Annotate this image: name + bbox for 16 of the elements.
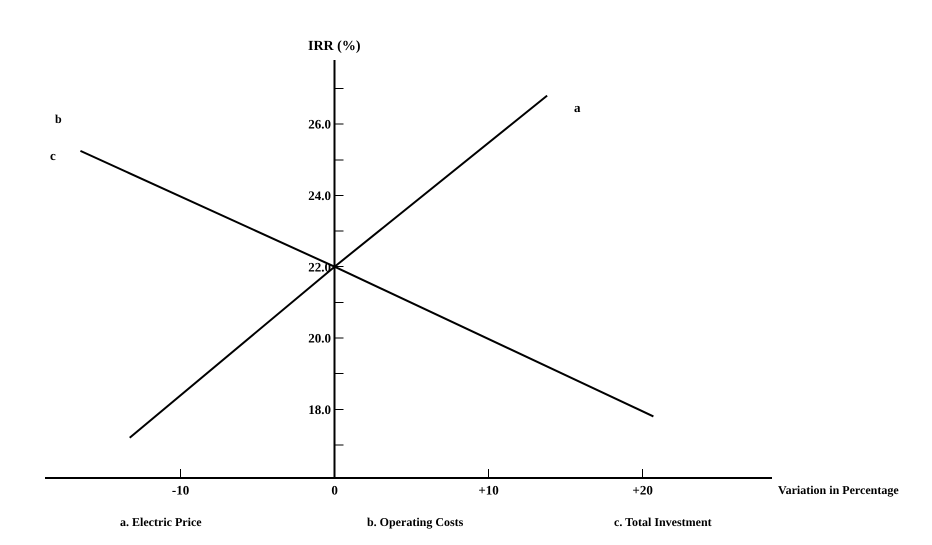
y-tick-label: 26.0 bbox=[308, 116, 331, 132]
x-tick-label: 0 bbox=[331, 482, 338, 498]
text: a bbox=[574, 100, 581, 115]
text: b. Operating Costs bbox=[367, 515, 464, 529]
y-axis-title: IRR (%) bbox=[308, 39, 361, 54]
text: c. Total Investment bbox=[614, 515, 712, 529]
x-tick-label: -10 bbox=[172, 482, 190, 498]
text: a. Electric Price bbox=[120, 515, 202, 529]
annotation: b bbox=[55, 112, 62, 126]
y-tick-label: 18.0 bbox=[308, 402, 331, 417]
x-axis-title: Variation in Percentage bbox=[778, 483, 900, 497]
series-label: c bbox=[50, 148, 56, 163]
x-tick-label: +10 bbox=[478, 482, 499, 498]
x-tick-label: +20 bbox=[632, 482, 653, 498]
y-tick-label: 20.0 bbox=[308, 330, 331, 346]
y-tick-label: 24.0 bbox=[308, 188, 331, 203]
